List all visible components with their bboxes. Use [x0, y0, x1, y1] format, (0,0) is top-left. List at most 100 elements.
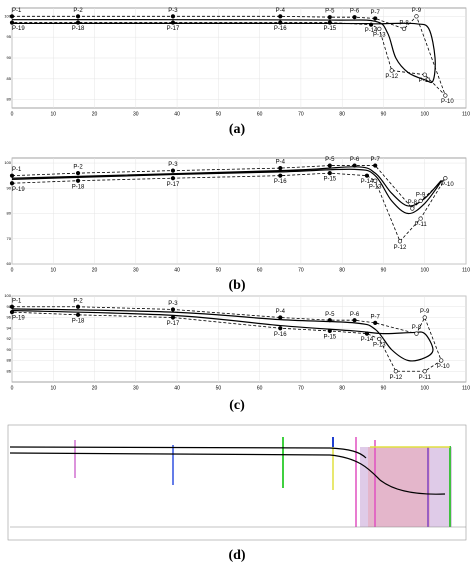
control-point [364, 331, 370, 336]
caption: (b) [228, 278, 245, 293]
control-point [373, 16, 378, 21]
control-point [9, 181, 15, 186]
x-tick-label: 20 [92, 111, 98, 117]
control-point [439, 358, 444, 363]
point-label: P-13 [369, 184, 382, 190]
region [368, 447, 430, 527]
panel-d [7, 424, 467, 541]
y-tick-label: 92 [7, 336, 12, 341]
control-point [9, 310, 15, 315]
control-point [75, 178, 81, 183]
point-label: P-5 [325, 312, 335, 318]
control-point [75, 20, 81, 25]
curve [9, 452, 446, 495]
x-tick-label: 100 [421, 111, 430, 117]
control-point [75, 304, 81, 309]
point-label: P-13 [373, 32, 386, 38]
y-tick-label: 98 [7, 304, 12, 309]
point-label: P-14 [361, 179, 374, 185]
point-label: P-18 [72, 26, 85, 32]
x-tick-label: 60 [257, 385, 263, 391]
control-point [418, 216, 423, 221]
y-tick-label: 100 [4, 13, 11, 18]
y-tick-label: 70 [7, 236, 12, 241]
control-point [410, 206, 415, 211]
point-label: P-11 [419, 78, 432, 84]
y-tick-label: 100 [4, 293, 11, 298]
y-tick-label: 80 [7, 97, 12, 102]
x-tick-label: 70 [298, 267, 304, 273]
x-tick-label: 90 [381, 267, 387, 273]
point-label: P-17 [167, 26, 180, 32]
point-label: P-15 [323, 26, 336, 32]
point-label: P-6 [350, 157, 360, 163]
point-label: P-9 [412, 8, 422, 14]
point-label: P-10 [441, 99, 454, 105]
x-tick-label: 20 [92, 385, 98, 391]
point-label: P-2 [73, 298, 83, 304]
x-tick-label: 40 [174, 385, 180, 391]
control-point [414, 14, 419, 19]
point-label: P-13 [373, 343, 386, 349]
point-label: P-5 [325, 157, 335, 163]
y-tick-label: 90 [7, 55, 12, 60]
point-label: P-3 [168, 301, 178, 307]
control-point [389, 68, 394, 73]
point-label: P-19 [12, 187, 25, 193]
control-point [278, 20, 283, 25]
y-tick-label: 88 [7, 358, 12, 363]
point-label: P-11 [414, 222, 427, 228]
control-point [368, 22, 374, 27]
control-point [377, 26, 382, 31]
point-label: P-1 [12, 167, 22, 173]
x-tick-label: 80 [339, 385, 345, 391]
control-point [327, 163, 332, 168]
y-tick-label: 80 [7, 211, 12, 216]
x-tick-label: 10 [50, 385, 56, 391]
control-point [327, 20, 332, 25]
caption: (a) [229, 122, 246, 137]
point-label: P-18 [72, 318, 85, 324]
control-point [377, 336, 382, 342]
control-point [170, 307, 176, 312]
point-label: P-4 [276, 309, 286, 315]
x-tick-label: 80 [339, 267, 345, 273]
point-label: P-5 [325, 9, 335, 15]
control-point [278, 173, 283, 178]
point-label: P-19 [12, 26, 25, 32]
point-label: P-2 [73, 8, 83, 14]
x-tick-label: 90 [381, 111, 387, 117]
point-label: P-15 [323, 335, 336, 341]
control-point [397, 239, 403, 244]
point-label: P-1 [12, 298, 22, 304]
y-tick-label: 86 [7, 368, 12, 373]
point-label: P-8 [408, 200, 418, 206]
x-tick-label: 110 [462, 111, 470, 117]
point-label: P-7 [371, 314, 381, 320]
x-tick-label: 0 [11, 111, 14, 117]
control-point [327, 318, 332, 323]
control-point [364, 173, 370, 178]
x-tick-label: 50 [216, 111, 222, 117]
point-label: P-12 [385, 74, 398, 80]
x-tick-label: 10 [50, 111, 56, 117]
control-point [373, 163, 378, 168]
point-label: P-9 [420, 309, 430, 315]
x-tick-label: 100 [421, 267, 430, 273]
x-tick-label: 30 [133, 111, 139, 117]
x-tick-label: 0 [11, 267, 14, 273]
control-point [278, 165, 283, 171]
point-label: P-7 [371, 157, 381, 163]
point-label: P-6 [350, 312, 360, 318]
point-label: P-16 [274, 26, 287, 32]
curve [11, 308, 434, 362]
point-label: P-19 [12, 316, 25, 322]
y-tick-label: 96 [7, 315, 12, 320]
point-label: P-8 [399, 20, 409, 26]
x-tick-label: 100 [421, 385, 430, 391]
control-point [373, 178, 378, 183]
curve [9, 446, 367, 459]
control-point [443, 93, 448, 98]
control-point [9, 14, 15, 19]
